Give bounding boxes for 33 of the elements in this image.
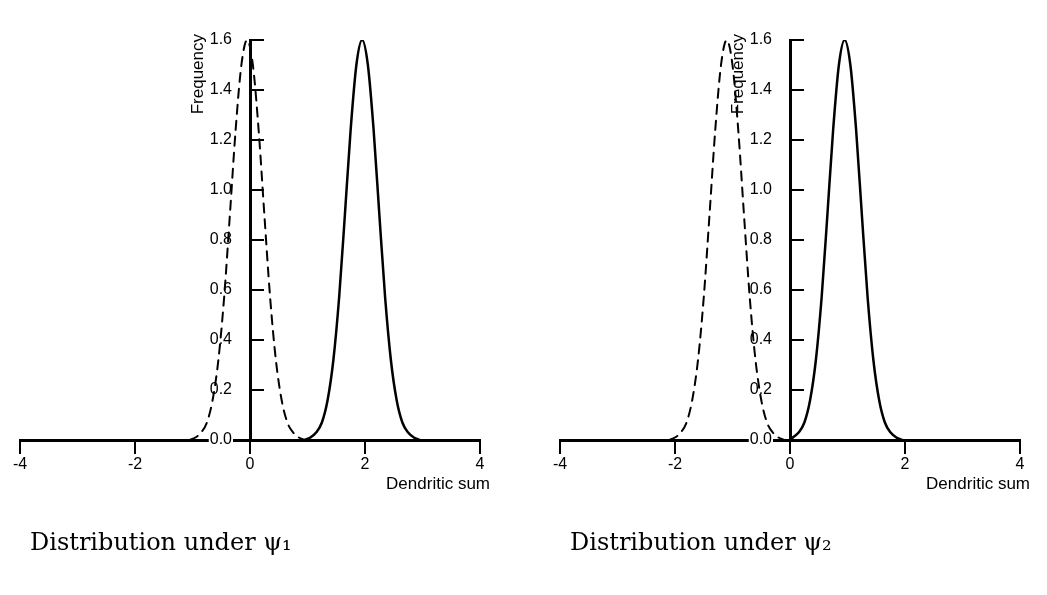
y-axis-title: Frequency [727, 33, 747, 115]
y-tick-label: 1.6 [749, 30, 773, 48]
y-tick-label: 0.4 [749, 330, 773, 348]
y-tick-label: 0.4 [209, 330, 233, 348]
y-tick-label: 0.2 [749, 380, 773, 398]
y-tick-label: 0.2 [209, 380, 233, 398]
y-tick-label: 1.4 [209, 80, 233, 98]
y-tick-label: 1.2 [209, 130, 233, 148]
y-tick-label: 1.0 [749, 180, 773, 198]
y-tick-label: 0.8 [209, 230, 233, 248]
y-tick-label: 0.8 [749, 230, 773, 248]
x-tick-label: 4 [475, 455, 485, 473]
y-tick-label: 1.2 [749, 130, 773, 148]
x-tick-label: 4 [1015, 455, 1025, 473]
x-axis-title: Dendritic sum [926, 474, 1030, 494]
y-axis-title: Frequency [187, 33, 207, 115]
y-tick-label: 1.6 [209, 30, 233, 48]
y-tick-label: 0.0 [209, 430, 233, 448]
y-tick-label: 0.6 [749, 280, 773, 298]
x-tick-label: -2 [127, 455, 143, 473]
x-tick-label: 2 [360, 455, 370, 473]
x-tick-label: 0 [785, 455, 795, 473]
y-tick-label: 1.4 [749, 80, 773, 98]
text: Distribution under ψ₁ [30, 528, 292, 556]
y-tick-label: 1.0 [209, 180, 233, 198]
x-axis-title: Dendritic sum [386, 474, 490, 494]
y-tick-label: 0.0 [749, 430, 773, 448]
x-tick-label: 0 [245, 455, 255, 473]
x-tick-label: -4 [12, 455, 28, 473]
text: Distribution under ψ₂ [570, 528, 832, 556]
x-tick-label: -2 [667, 455, 683, 473]
x-tick-label: -4 [552, 455, 568, 473]
x-tick-label: 2 [900, 455, 910, 473]
